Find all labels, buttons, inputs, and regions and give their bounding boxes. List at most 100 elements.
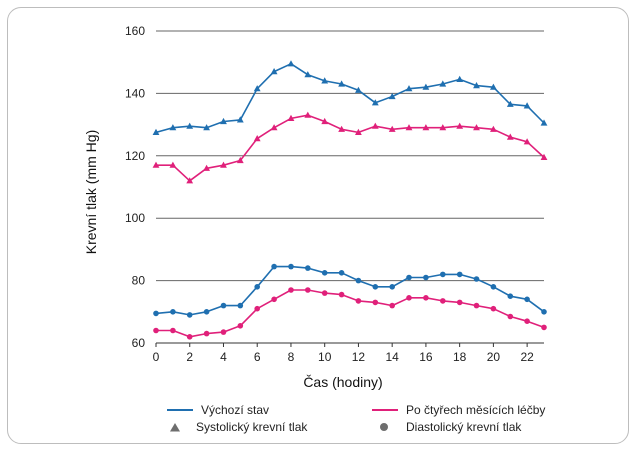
data-point-triangle bbox=[540, 153, 548, 160]
data-point-triangle bbox=[355, 128, 362, 135]
data-point-circle bbox=[254, 305, 260, 312]
data-point-triangle bbox=[439, 124, 447, 131]
data-point-triangle bbox=[321, 77, 329, 84]
x-tick-label: 0 bbox=[153, 350, 160, 364]
legend-diastolic-label: Diastolický krevní tlak bbox=[406, 420, 522, 434]
data-point-triangle bbox=[287, 114, 295, 121]
data-point-circle bbox=[220, 302, 227, 309]
data-point-circle bbox=[321, 270, 328, 276]
data-point-triangle bbox=[338, 80, 345, 87]
data-point-triangle bbox=[388, 125, 396, 132]
data-point-triangle bbox=[236, 156, 244, 164]
data-point-circle bbox=[186, 312, 193, 318]
data-point-circle bbox=[305, 287, 311, 293]
data-point-circle bbox=[541, 324, 547, 331]
data-point-triangle bbox=[186, 122, 194, 129]
data-point-circle bbox=[473, 302, 480, 309]
legend-circle-marker bbox=[380, 423, 388, 431]
series-line bbox=[156, 289, 545, 338]
data-point-triangle bbox=[473, 124, 480, 131]
data-point-circle bbox=[456, 299, 463, 306]
data-point-triangle bbox=[405, 124, 413, 131]
data-point-circle bbox=[524, 318, 530, 325]
data-point-triangle bbox=[253, 85, 261, 92]
y-tick-label: 80 bbox=[132, 274, 146, 288]
series-diastolic-treatment bbox=[153, 287, 547, 340]
x-tick-label: 6 bbox=[254, 350, 261, 364]
data-point-triangle bbox=[236, 116, 244, 123]
legend-systolic-label: Systolický krevní tlak bbox=[196, 420, 308, 434]
data-point-triangle bbox=[371, 99, 379, 106]
x-tick-label: 4 bbox=[220, 350, 227, 364]
data-point-circle bbox=[153, 327, 159, 334]
data-point-triangle bbox=[506, 133, 514, 140]
data-point-circle bbox=[440, 298, 446, 304]
data-point-triangle bbox=[490, 83, 497, 90]
x-axis-title: Čas (hodiny) bbox=[303, 374, 382, 390]
legend-baseline-label: Výchozí stav bbox=[201, 403, 269, 417]
data-point-circle bbox=[372, 299, 379, 306]
data-point-triangle bbox=[169, 161, 177, 168]
legend-triangle-marker bbox=[170, 423, 180, 432]
data-point-triangle bbox=[355, 86, 362, 93]
data-point-triangle bbox=[456, 75, 464, 82]
data-point-circle bbox=[507, 313, 514, 320]
data-point-circle bbox=[389, 302, 396, 309]
x-tick-label: 10 bbox=[318, 350, 332, 364]
data-point-circle bbox=[355, 298, 362, 304]
data-point-triangle bbox=[540, 119, 548, 126]
data-point-circle bbox=[406, 295, 412, 301]
data-point-circle bbox=[153, 310, 159, 317]
data-point-circle bbox=[423, 295, 429, 301]
data-point-circle bbox=[237, 302, 244, 309]
data-point-circle bbox=[338, 270, 345, 276]
data-point-triangle bbox=[287, 60, 295, 67]
data-point-triangle bbox=[523, 138, 531, 145]
data-point-circle bbox=[423, 274, 429, 281]
data-point-circle bbox=[338, 291, 345, 298]
y-tick-label: 140 bbox=[125, 86, 145, 100]
data-point-triangle bbox=[456, 122, 464, 129]
series-line bbox=[156, 114, 545, 182]
data-point-circle bbox=[440, 271, 446, 278]
data-point-triangle bbox=[304, 111, 312, 118]
x-tick-label: 12 bbox=[352, 350, 366, 364]
data-point-circle bbox=[203, 330, 210, 337]
data-point-triangle bbox=[490, 125, 497, 132]
data-point-triangle bbox=[152, 128, 160, 135]
data-point-circle bbox=[372, 284, 379, 290]
data-point-circle bbox=[541, 309, 547, 315]
y-tick-label: 160 bbox=[125, 24, 145, 38]
y-tick-label: 120 bbox=[125, 149, 145, 163]
series-diastolic-baseline bbox=[153, 263, 547, 318]
series-line bbox=[155, 62, 545, 134]
data-point-circle bbox=[524, 296, 530, 303]
y-axis-title: Krevní tlak (mm Hg) bbox=[83, 130, 99, 254]
x-tick-label: 20 bbox=[487, 350, 501, 364]
data-point-triangle bbox=[253, 135, 261, 142]
x-tick-label: 16 bbox=[419, 350, 433, 364]
data-point-circle bbox=[288, 263, 294, 270]
data-point-triangle bbox=[388, 92, 396, 100]
data-point-circle bbox=[220, 329, 227, 335]
data-point-circle bbox=[406, 274, 412, 281]
data-point-triangle bbox=[422, 124, 430, 131]
legend-treatment-label: Po čtyřech měsících léčby bbox=[406, 403, 545, 417]
data-point-triangle bbox=[439, 80, 447, 87]
x-tick-label: 14 bbox=[385, 350, 399, 364]
series-line bbox=[155, 265, 545, 316]
y-axis-ticks: 60 80 100 120 140 160 bbox=[125, 24, 145, 350]
x-tick-label: 22 bbox=[520, 350, 534, 364]
data-point-circle bbox=[456, 271, 463, 278]
grid-lines bbox=[156, 30, 544, 282]
data-point-triangle bbox=[203, 124, 210, 131]
data-point-circle bbox=[507, 293, 514, 300]
data-point-circle bbox=[203, 309, 210, 315]
data-point-circle bbox=[254, 284, 260, 290]
data-point-circle bbox=[389, 284, 396, 290]
data-point-triangle bbox=[523, 102, 531, 109]
data-point-circle bbox=[186, 334, 193, 340]
data-point-circle bbox=[288, 287, 294, 293]
data-point-circle bbox=[490, 305, 497, 312]
